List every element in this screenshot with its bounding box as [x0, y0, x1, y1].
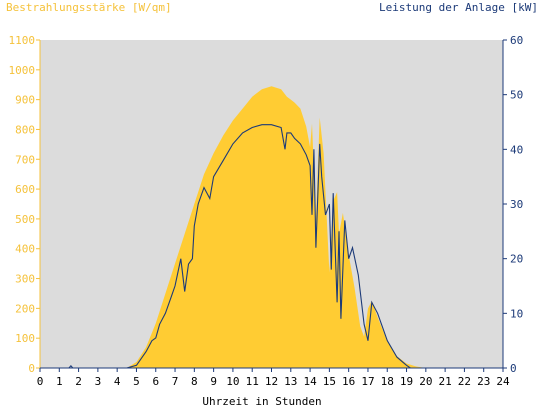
x-tick-label: 17	[361, 375, 374, 388]
x-tick-label: 8	[191, 375, 198, 388]
x-tick-label: 16	[342, 375, 355, 388]
right-tick-label: 20	[510, 253, 523, 266]
left-axis-title: Bestrahlungsstärke [W/qm]	[6, 1, 172, 14]
left-axis-ticks: 0 100 200 300 400 500 600 700 800 900 1000 1100	[9, 34, 40, 375]
x-tick-label: 0	[37, 375, 44, 388]
x-tick-label: 7	[172, 375, 179, 388]
right-tick-label: 0	[510, 362, 517, 375]
x-axis-title: Uhrzeit in Stunden	[202, 395, 321, 408]
x-tick-label: 20	[419, 375, 432, 388]
x-tick-label: 6	[152, 375, 159, 388]
x-tick-label: 5	[133, 375, 140, 388]
right-axis-title: Leistung der Anlage [kW]	[379, 1, 538, 14]
right-tick-label: 40	[510, 143, 523, 156]
series-layer	[40, 86, 503, 369]
left-tick-label: 800	[15, 123, 35, 136]
x-tick-label: 4	[114, 375, 121, 388]
x-tick-label: 12	[265, 375, 278, 388]
left-tick-label: 300	[15, 273, 35, 286]
x-tick-label: 18	[381, 375, 394, 388]
x-tick-label: 22	[458, 375, 471, 388]
x-tick-label: 11	[246, 375, 259, 388]
right-tick-label: 60	[510, 34, 523, 47]
irradiance-area	[40, 86, 503, 368]
left-tick-label: 400	[15, 243, 35, 256]
x-tick-label: 3	[95, 375, 102, 388]
power-line	[40, 124, 503, 369]
right-axis-ticks: 0 10 20 30 40 50 60	[503, 34, 523, 375]
left-tick-label: 1100	[9, 34, 36, 47]
left-tick-label: 700	[15, 153, 35, 166]
x-tick-label: 19	[400, 375, 413, 388]
x-axis-ticks: 0 1 2 3 4 5 6 7 8 9 10 11 12 13 14 15 16 17 18 19 20 21 22 23 24	[37, 368, 510, 388]
left-tick-label: 100	[15, 332, 35, 345]
left-tick-label: 1000	[9, 64, 36, 77]
left-tick-label: 0	[28, 362, 35, 375]
left-tick-label: 900	[15, 94, 35, 107]
left-tick-label: 600	[15, 183, 35, 196]
x-tick-label: 13	[284, 375, 297, 388]
right-tick-label: 10	[510, 307, 523, 320]
right-tick-label: 50	[510, 89, 523, 102]
x-tick-label: 9	[210, 375, 217, 388]
x-tick-label: 23	[477, 375, 490, 388]
x-tick-label: 15	[323, 375, 336, 388]
right-tick-label: 30	[510, 198, 523, 211]
x-tick-label: 10	[226, 375, 239, 388]
x-tick-label: 24	[496, 375, 510, 388]
x-tick-label: 21	[439, 375, 452, 388]
x-tick-label: 14	[303, 375, 317, 388]
left-tick-label: 200	[15, 302, 35, 315]
left-tick-label: 500	[15, 213, 35, 226]
x-tick-label: 2	[75, 375, 82, 388]
x-tick-label: 1	[56, 375, 63, 388]
